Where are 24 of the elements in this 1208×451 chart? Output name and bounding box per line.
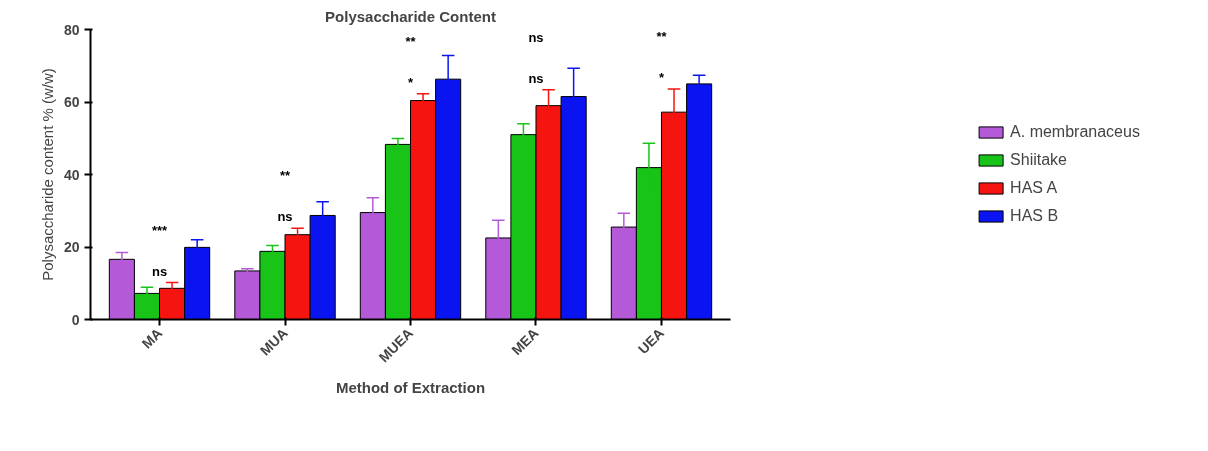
annotation: ns [528,70,544,86]
annotation: * [407,74,414,90]
annotation: ** [656,28,668,44]
y-tick-label: 20 [63,239,80,255]
legend-label: A. membranaceus [1010,123,1140,141]
annotation: * [658,69,665,85]
legend-label: Shiitake [1010,151,1067,169]
legend-label: HAS A [1010,179,1058,197]
annotation: ns [277,209,293,225]
y-axis-title: Polysaccharide content % (w/w) [38,68,56,281]
y-tick-label: 80 [63,21,80,38]
annotation: ns [151,263,168,279]
annotation: ** [279,168,292,184]
annotation: ** [405,33,417,49]
x-axis-title: Method of Extraction [335,378,486,396]
annotation: *** [151,222,169,238]
chart-title: Polysaccharide Content [325,7,496,25]
legend-label: HAS B [1010,207,1059,225]
annotation: ns [528,29,544,45]
x-tick-label: UEA [634,324,668,358]
x-tick-label: MA [138,324,166,352]
y-tick-label: 0 [71,311,80,328]
y-tick-label: 40 [63,166,80,183]
y-tick-label: 60 [63,94,80,110]
